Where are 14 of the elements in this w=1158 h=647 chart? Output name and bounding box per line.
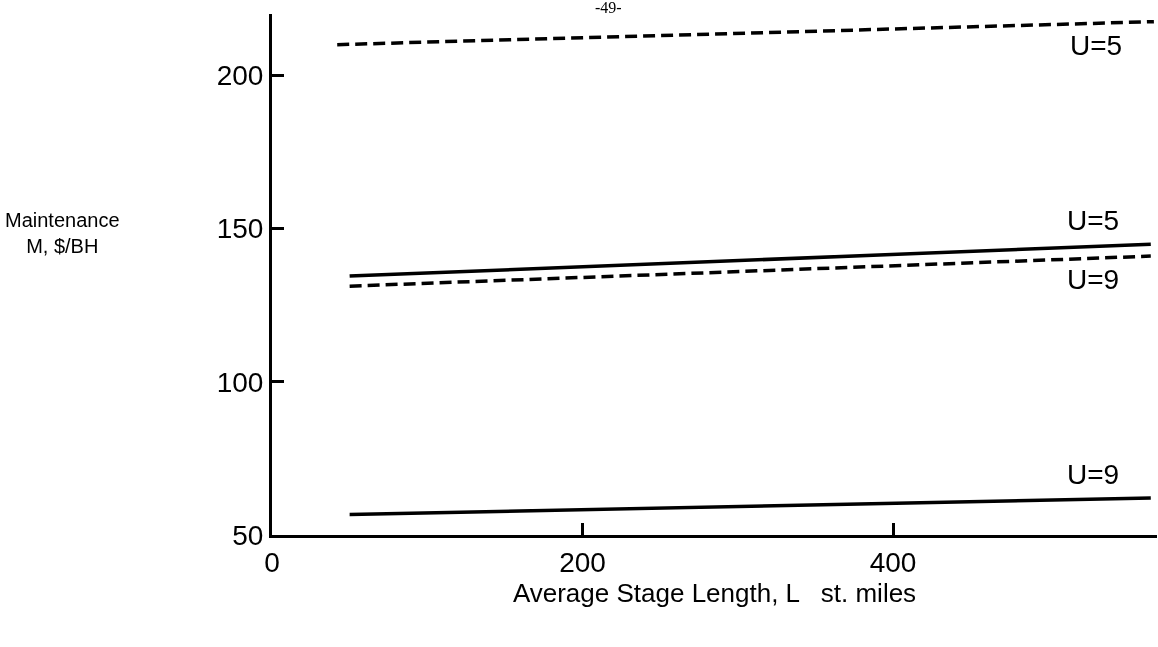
x-tick-label: 0 <box>264 546 280 578</box>
y-tick-label: 50 <box>232 519 264 551</box>
series-label: U=5 <box>1067 205 1120 236</box>
y-axis-title: Maintenance M, $/BH <box>5 209 120 257</box>
x-tick-label: 200 <box>559 546 606 578</box>
y-tick-label: 100 <box>216 366 264 398</box>
series-label: U=5 <box>1070 30 1123 61</box>
annotation: -49- <box>595 0 622 16</box>
y-tick-label: 200 <box>216 60 264 92</box>
series-label: U=9 <box>1067 459 1120 490</box>
series-label: U=9 <box>1067 264 1120 295</box>
x-axis-title: Average Stage Length, L st. miles <box>512 578 917 609</box>
y-tick-label: 150 <box>216 213 264 245</box>
x-tick-label: 400 <box>869 546 917 578</box>
